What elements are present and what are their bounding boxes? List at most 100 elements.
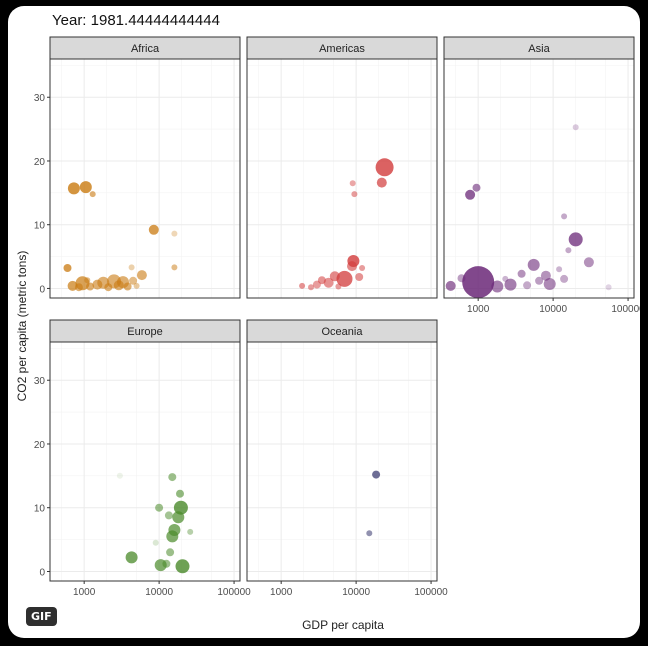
data-point [136,270,147,281]
y-tick-label: 10 [34,221,46,232]
data-point [116,472,123,479]
x-tick-label: 10000 [539,304,567,315]
faceted-scatter-chart: Year: 1981.44444444444 Africa Americas Asi… [15,12,640,632]
data-point [168,473,177,482]
data-point [376,177,387,188]
data-point [123,282,132,291]
panel-border [49,341,241,582]
x-tick-label: 1000 [270,587,293,598]
facet-label: Americas [319,43,365,55]
data-point [128,264,135,271]
data-point [465,189,476,200]
data-point [502,275,509,282]
panel-background [50,59,240,298]
data-point [372,470,381,479]
data-point [336,270,353,287]
facet-label: Europe [127,326,162,338]
panel-border [49,58,241,299]
data-point [462,266,495,299]
y-tick-label: 0 [39,567,45,578]
data-point [583,257,594,268]
data-point [63,264,72,272]
x-tick-label: 1000 [73,587,96,598]
data-point [527,258,540,271]
data-points [299,158,394,291]
data-point [162,559,171,568]
data-point [561,213,568,220]
data-point [86,282,95,291]
data-point [572,124,579,131]
facet-label: Africa [131,43,160,55]
data-point [312,280,321,289]
data-point [366,530,373,537]
y-tick-label: 20 [34,157,46,168]
gif-frame: Year: 1981.44444444444 Africa Americas Asi… [8,6,640,638]
data-point [166,548,175,557]
x-tick-label: 1000 [467,304,490,315]
panel-background [444,59,634,298]
data-point [323,277,334,288]
facet-label: Asia [528,43,550,55]
data-point [491,280,504,293]
data-points [63,181,178,292]
data-point [164,511,173,520]
panel-background [247,59,437,298]
x-tick-label: 10000 [342,587,370,598]
data-point [79,181,92,194]
chart-title: Year: 1981.44444444444 [52,12,220,29]
data-point [173,500,188,515]
y-tick-label: 20 [34,440,46,451]
data-point [351,191,358,198]
x-tick-label: 100000 [611,304,640,315]
data-point [67,182,80,195]
data-point [565,247,572,254]
data-points [366,470,381,537]
data-point [543,278,556,290]
data-point [556,266,563,273]
data-point [605,284,612,291]
data-point [175,559,190,574]
data-point [155,503,164,512]
gridlines [247,342,437,581]
panel-border [246,341,438,582]
data-point [535,276,544,285]
axes: 0 10 20 30 1000 10000 100000 0 10 20 30 1000 10000 10… [34,93,640,598]
x-tick-label: 10000 [145,587,173,598]
data-point [299,282,306,289]
data-point [171,230,178,237]
facet-panel-asia: Asia [443,36,635,299]
data-point [125,551,138,564]
data-points [116,472,194,574]
data-point [171,264,178,271]
data-point [308,284,314,291]
data-point [129,276,138,285]
facet-panel-europe: Europe [49,319,241,582]
x-tick-label: 100000 [414,587,448,598]
gridlines [50,342,240,581]
y-tick-label: 0 [39,284,45,295]
data-point [84,277,91,284]
panel-background [50,342,240,581]
y-tick-label: 30 [34,93,46,104]
panel-border [246,58,438,299]
panel-border [443,58,635,299]
data-point [176,489,184,498]
data-point [89,191,96,198]
data-point [133,282,140,289]
data-point [148,224,159,235]
gif-badge: GIF [26,607,57,626]
data-point [517,269,526,278]
facet-panel-americas: Americas [246,36,438,299]
panel-background [247,342,437,581]
y-tick-label: 10 [34,504,46,515]
facet-panels: Africa Americas Asia Europe Oceania [49,36,635,582]
gridlines [444,59,634,298]
facet-panel-africa: Africa [49,36,241,299]
data-points [445,124,612,299]
data-point [152,539,159,546]
facet-panel-oceania: Oceania [246,319,438,582]
data-point [187,528,194,535]
data-point [504,278,517,291]
gridlines [50,59,240,298]
data-point [355,273,364,281]
